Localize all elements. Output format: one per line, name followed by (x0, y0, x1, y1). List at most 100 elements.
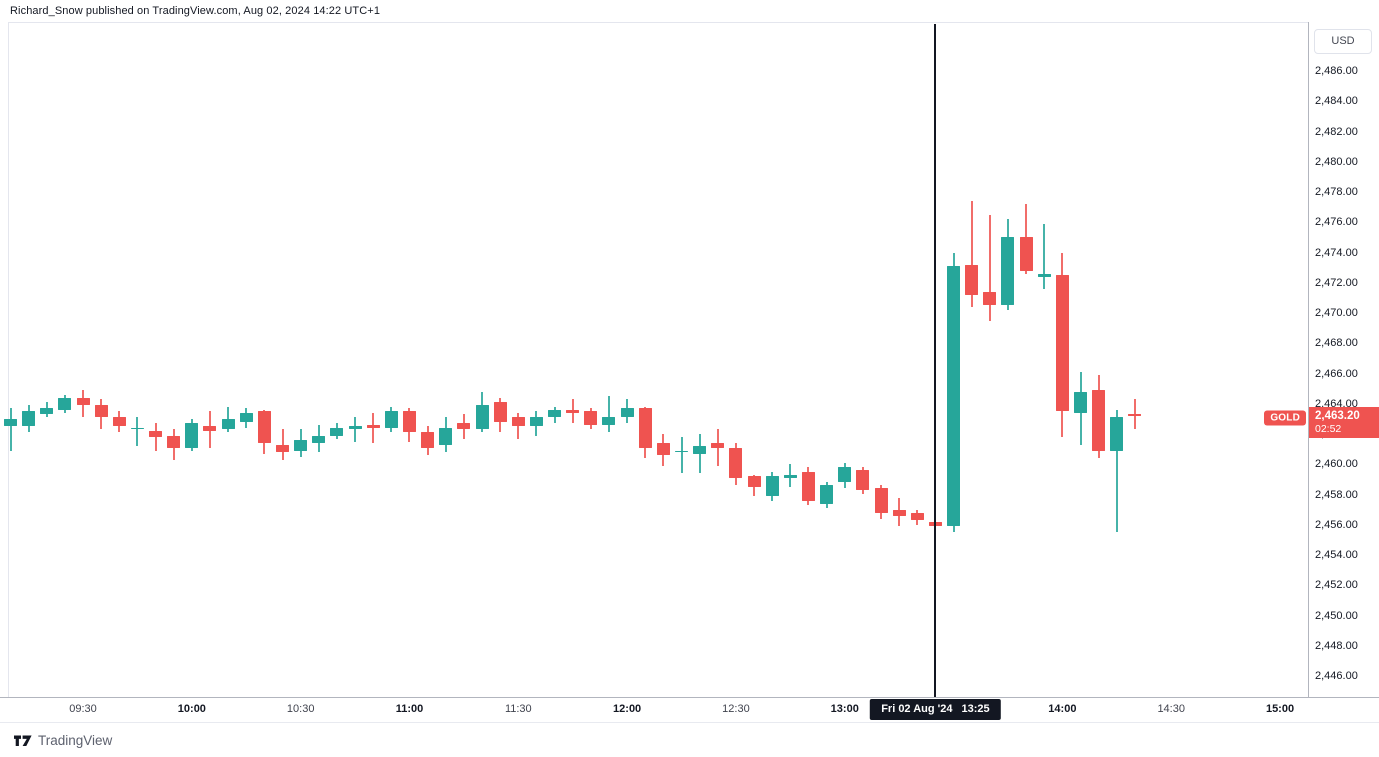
time-axis-bottom-border (0, 722, 1379, 723)
candle-wick-09:45 (136, 417, 139, 447)
time-axis-label: 11:30 (504, 703, 532, 715)
event-time-label: 13:25 (961, 703, 990, 715)
candle-body-11:30 (511, 417, 525, 427)
price-axis-label: 2,446.00 (1315, 670, 1358, 682)
price-axis-label: 2,456.00 (1315, 518, 1358, 531)
price-axis-label: 2,470.00 (1315, 307, 1358, 319)
candle-body-10:55 (384, 411, 398, 428)
candle-body-09:10 (4, 418, 17, 427)
candle-body-13:15 (892, 509, 906, 516)
candle-body-09:15 (22, 411, 36, 427)
price-axis-label: 2,468.00 (1315, 337, 1358, 350)
time-axis-label: 09:30 (69, 703, 97, 715)
price-axis-label: 2,474.00 (1315, 246, 1358, 259)
candle-body-12:05 (638, 408, 652, 448)
candle-wick-10:45 (354, 417, 357, 442)
candle-body-10:40 (330, 427, 344, 436)
candle-body-12:40 (765, 476, 779, 496)
candle-body-10:35 (312, 435, 326, 444)
event-time-badge: Fri 02 Aug '24 13:25 (870, 699, 1001, 720)
candle-body-13:10 (874, 488, 888, 513)
candle-body-12:35 (747, 476, 761, 487)
time-axis-label: 12:30 (722, 703, 750, 715)
candle-body-10:20 (257, 411, 271, 444)
candle-body-11:35 (529, 417, 543, 427)
candle-body-12:00 (620, 408, 634, 418)
tradingview-logo[interactable]: TradingView (14, 733, 112, 748)
candle-body-14:20 (1128, 414, 1142, 416)
candle-body-12:10 (656, 443, 670, 456)
currency-button[interactable]: USD (1314, 29, 1372, 54)
candle-body-10:15 (239, 412, 253, 422)
candle-body-11:15 (457, 423, 471, 430)
event-date-label: Fri 02 Aug '24 (881, 703, 953, 715)
candle-body-11:00 (402, 411, 416, 433)
candle-body-09:20 (40, 408, 54, 415)
candle-body-12:25 (711, 443, 725, 448)
price-axis-label: 2,460.00 (1315, 458, 1358, 471)
price-axis-label: 2,448.00 (1315, 639, 1358, 652)
time-axis-label: 13:00 (830, 703, 859, 715)
candle-body-10:50 (366, 424, 380, 428)
candle-wick-09:50 (154, 423, 157, 451)
candle-wick-13:55 (1043, 223, 1046, 289)
candle-body-13:35 (965, 264, 979, 295)
price-axis-label: 2,478.00 (1315, 186, 1358, 198)
candle-body-10:05 (203, 426, 217, 431)
candle-body-13:50 (1019, 237, 1033, 271)
candle-body-13:00 (838, 467, 852, 483)
candle-wick-12:25 (716, 429, 719, 466)
candle-body-10:25 (276, 444, 290, 453)
time-axis-label: 10:30 (286, 703, 315, 715)
candle-body-12:55 (820, 485, 834, 504)
candle-wick-11:55 (607, 396, 610, 433)
time-axis[interactable] (0, 698, 1379, 722)
candle-body-12:20 (693, 446, 707, 454)
candle-body-12:50 (801, 471, 815, 501)
price-axis-label: 2,482.00 (1315, 125, 1358, 138)
tradingview-logo-text: TradingView (38, 733, 113, 748)
candle-wick-14:15 (1115, 409, 1118, 533)
candle-body-12:15 (675, 450, 689, 453)
candle-body-09:45 (130, 427, 144, 430)
candle-body-10:45 (348, 426, 362, 430)
time-axis-label: 11:00 (395, 703, 424, 715)
candle-body-10:00 (185, 423, 199, 448)
candle-body-10:30 (294, 440, 308, 451)
price-axis[interactable] (1309, 22, 1379, 697)
price-axis-label: 2,464.00 (1315, 397, 1358, 410)
price-axis-label: 2,480.00 (1315, 155, 1358, 168)
candle-body-14:15 (1110, 417, 1124, 451)
candle-body-10:10 (221, 418, 235, 430)
candle-body-13:55 (1037, 273, 1051, 277)
candle-body-13:05 (856, 470, 870, 490)
candle-body-09:40 (112, 417, 126, 427)
candle-body-11:20 (475, 405, 489, 430)
candle-body-11:50 (584, 411, 598, 425)
candle-body-11:55 (602, 417, 616, 425)
price-axis-label: 2,476.00 (1315, 216, 1358, 229)
price-axis-label: 2,452.00 (1315, 579, 1358, 592)
candle-wick-13:40 (988, 214, 991, 321)
candle-body-09:25 (58, 397, 72, 410)
candle-body-14:05 (1074, 391, 1088, 413)
candle-wick-13:35 (970, 201, 973, 307)
chart-top-border (8, 22, 1308, 23)
price-axis-label: 2,484.00 (1315, 95, 1358, 108)
candle-body-09:30 (76, 397, 90, 406)
candle-wick-09:10 (9, 408, 12, 451)
price-axis-label: 2,454.00 (1315, 549, 1358, 561)
chart-pane[interactable] (4, 22, 1308, 697)
candle-body-11:05 (421, 432, 435, 448)
price-axis-label: 2,466.00 (1315, 367, 1358, 380)
candle-body-14:10 (1092, 390, 1106, 451)
time-axis-label: 14:00 (1048, 703, 1077, 715)
bar-countdown: 02:52 (1315, 422, 1342, 435)
candle-body-11:25 (493, 402, 507, 422)
candles-layer (4, 22, 1308, 697)
time-axis-separator (0, 697, 1379, 698)
candle-body-09:55 (167, 435, 181, 448)
price-axis-label: 2,458.00 (1315, 488, 1358, 501)
candle-body-09:50 (149, 430, 163, 438)
candle-body-13:20 (910, 512, 924, 521)
